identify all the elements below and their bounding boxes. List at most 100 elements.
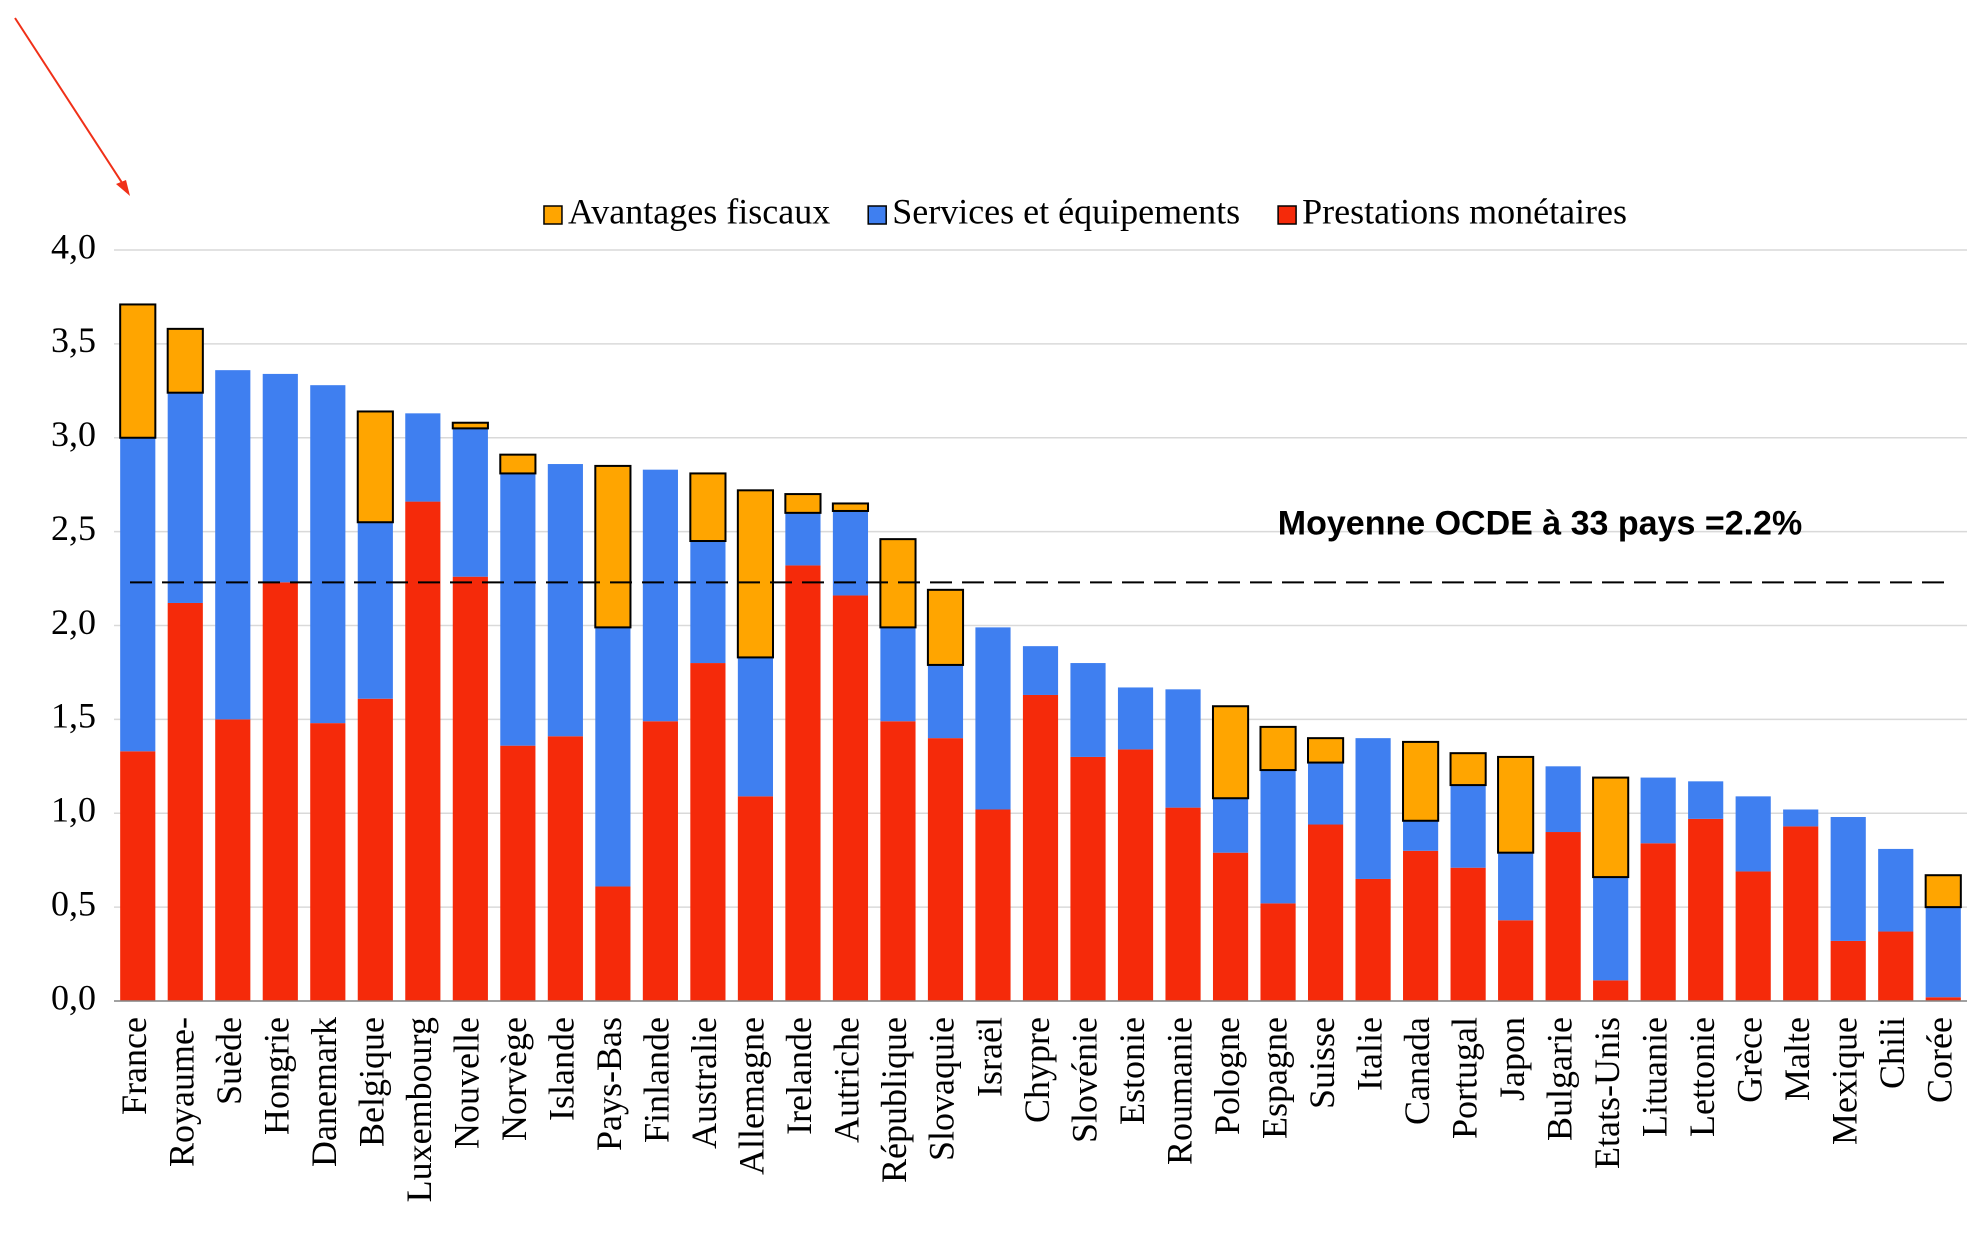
bar-segment xyxy=(167,392,203,603)
bar-segment xyxy=(1022,694,1059,1001)
bar-segment xyxy=(500,473,536,746)
bar-segment xyxy=(310,723,346,1001)
bar-segment xyxy=(689,472,727,543)
bar-segment xyxy=(690,663,726,1001)
x-tick-label: Estonie xyxy=(1112,1017,1152,1125)
bar-segment xyxy=(166,327,204,394)
y-tick-label: 2,5 xyxy=(51,508,96,548)
bar-segment xyxy=(1211,705,1250,800)
bar-segment xyxy=(1498,920,1534,1001)
y-tick-label: 0,5 xyxy=(51,883,96,923)
bar-segment xyxy=(1306,737,1345,764)
bar-segment xyxy=(357,522,393,699)
x-tick-label: Nouvelle xyxy=(447,1017,487,1149)
bar-segment xyxy=(499,453,537,475)
bar-segment xyxy=(547,464,583,737)
bar-segment xyxy=(1925,997,1961,1001)
y-tick-label: 3,5 xyxy=(51,320,96,360)
bar-segment xyxy=(547,736,583,1001)
bar-segment xyxy=(737,796,774,1001)
x-tick-label: Irelande xyxy=(779,1017,819,1135)
x-tick-label: Malte xyxy=(1777,1017,1817,1101)
bar-segment xyxy=(737,657,774,797)
bar-segment xyxy=(1498,852,1534,921)
bar-segment xyxy=(1022,646,1059,695)
bar-segment xyxy=(1165,807,1201,1001)
legend-label: Services et équipements xyxy=(892,191,1240,231)
bar-segment xyxy=(1830,817,1866,941)
bar-segment xyxy=(975,627,1011,810)
bar-segment xyxy=(1593,877,1629,981)
bar-segment xyxy=(594,464,632,629)
y-tick-label: 2,0 xyxy=(51,602,96,642)
bar-segment xyxy=(595,886,631,1001)
bar-segment xyxy=(785,512,821,566)
bar-segment xyxy=(1735,871,1771,1001)
bar-segment xyxy=(1450,785,1486,868)
bar-segment xyxy=(1070,663,1106,757)
bar-segment xyxy=(1545,832,1581,1001)
y-tick-label: 4,0 xyxy=(51,226,96,266)
bar-segment xyxy=(500,745,536,1001)
bar-segment xyxy=(262,582,298,1001)
legend-label: Avantages fiscaux xyxy=(568,191,830,231)
bar-segment xyxy=(1259,725,1297,772)
arrow xyxy=(14,17,129,193)
x-tick-label: Hongrie xyxy=(257,1017,297,1135)
legend-swatch xyxy=(867,205,887,225)
bar-segment xyxy=(1307,824,1344,1001)
bar-segment xyxy=(1783,809,1819,827)
bar-segment xyxy=(120,437,156,752)
average-label: Moyenne OCDE à 33 pays =2.2% xyxy=(1278,504,1802,542)
bar-segment xyxy=(1878,931,1914,1001)
bar-segment xyxy=(1545,766,1581,833)
bar-segment xyxy=(451,421,489,430)
bar-segment xyxy=(1403,820,1439,851)
bar-segment xyxy=(736,489,775,659)
bar-segment xyxy=(1449,752,1487,787)
x-tick-label: Lettonie xyxy=(1682,1017,1722,1137)
bar-segment xyxy=(119,303,157,439)
x-tick-label: Etats-Unis xyxy=(1587,1017,1627,1169)
bar-segment xyxy=(1070,756,1106,1001)
x-tick-label: Bulgarie xyxy=(1539,1017,1579,1141)
x-tick-label: Roumanie xyxy=(1159,1017,1199,1165)
x-tick-label: Italie xyxy=(1349,1017,1389,1091)
bar-segment xyxy=(1592,776,1630,879)
bar-segment xyxy=(880,627,916,722)
bar-segment xyxy=(1402,740,1440,822)
bar-segment xyxy=(1307,762,1344,825)
y-tick-label: 1,0 xyxy=(51,790,96,830)
bar-segment xyxy=(1355,878,1391,1001)
y-tick-label: 1,5 xyxy=(51,696,96,736)
bar-segment xyxy=(1355,738,1391,879)
bar-segment xyxy=(926,588,965,666)
bar-segment xyxy=(405,501,441,1001)
bar-segment xyxy=(595,627,631,887)
y-tick-label: 3,0 xyxy=(51,414,96,454)
x-tick-label: Portugal xyxy=(1444,1017,1484,1139)
bar-segment xyxy=(1783,826,1819,1001)
bar-segment xyxy=(1688,781,1724,819)
bar-segment xyxy=(1117,687,1154,750)
bar-segment xyxy=(1878,848,1914,932)
x-tick-label: Chypre xyxy=(1017,1017,1057,1123)
x-tick-label: Chili xyxy=(1872,1017,1912,1089)
y-tick-label: 0,0 xyxy=(51,977,96,1017)
x-tick-label: Suisse xyxy=(1302,1017,1342,1109)
x-tick-label: Allemagne xyxy=(732,1017,772,1175)
x-tick-label: Norvège xyxy=(494,1017,534,1141)
bar-segment xyxy=(1165,689,1201,808)
bar-segment xyxy=(927,664,964,739)
bar-segment xyxy=(405,413,441,502)
bar-segment xyxy=(1450,867,1486,1001)
bar-segment xyxy=(1212,798,1249,853)
bar-segment xyxy=(1688,818,1724,1001)
x-tick-label: Israël xyxy=(969,1017,1009,1097)
bar-segment xyxy=(215,719,251,1001)
x-tick-label: France xyxy=(114,1017,154,1115)
x-tick-label: Grèce xyxy=(1729,1017,1769,1103)
bar-segment xyxy=(1593,980,1629,1001)
x-tick-label: Belgique xyxy=(352,1017,392,1147)
